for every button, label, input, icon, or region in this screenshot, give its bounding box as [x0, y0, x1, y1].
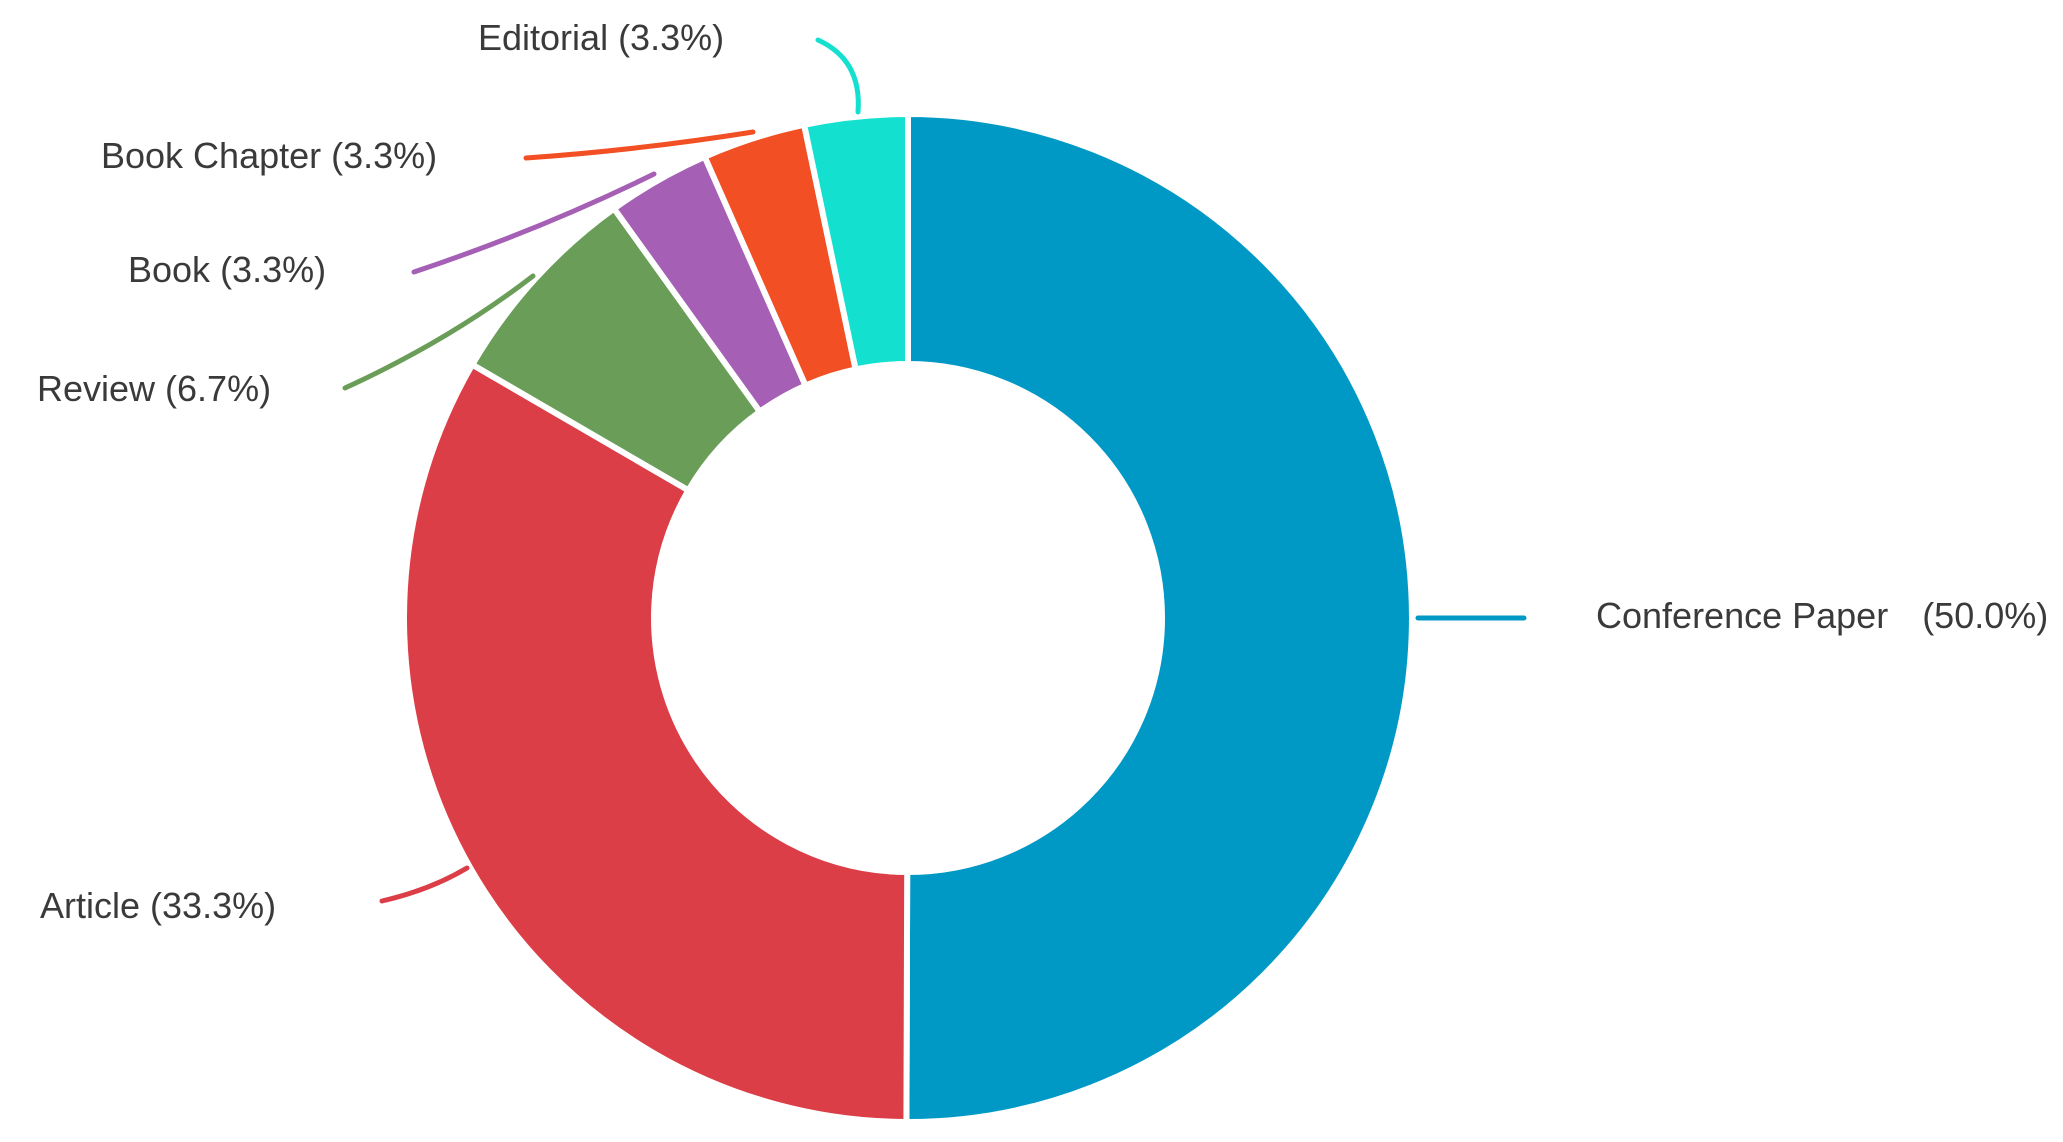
slice-label-name: Book Chapter — [101, 135, 321, 176]
leader-line — [411, 171, 657, 275]
slice-label-name: Article — [40, 885, 140, 926]
donut-slice — [401, 360, 911, 1126]
leader-line — [342, 273, 536, 391]
slice-label-value: (3.3%) — [220, 249, 326, 290]
slice-label-name: Book — [128, 249, 211, 290]
slice-label-value: (6.7%) — [165, 368, 271, 409]
donut-slice — [903, 110, 1415, 1126]
slice-label-value: (33.3%) — [150, 885, 276, 926]
slice-label: Editorial (3.3%) — [478, 17, 724, 58]
slice-label-value: (3.3%) — [618, 17, 724, 58]
slice-label-value: (3.3%) — [331, 135, 437, 176]
slice-label-name: Review — [37, 368, 156, 409]
slice-label-name: Conference Paper — [1596, 595, 1888, 636]
slice-label: Conference Paper (50.0%) — [1596, 595, 2048, 636]
donut-slice — [800, 110, 911, 374]
slice-label-value: (50.0%) — [1922, 595, 2048, 636]
slice-label: Book Chapter (3.3%) — [101, 135, 437, 176]
leader-line — [523, 129, 756, 161]
slice-label: Review (6.7%) — [37, 368, 271, 409]
slice-label: Article (33.3%) — [40, 885, 276, 926]
slice-label-name: Editorial — [478, 17, 608, 58]
leader-line — [379, 865, 470, 904]
leader-line — [815, 37, 861, 115]
slice-label: Book (3.3%) — [128, 249, 326, 290]
